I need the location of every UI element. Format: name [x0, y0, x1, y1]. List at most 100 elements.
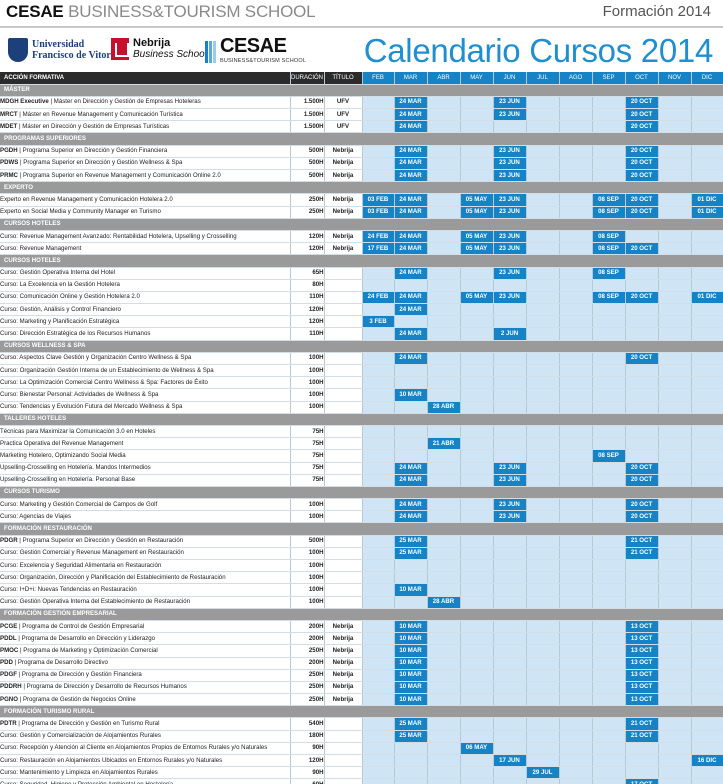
month-cell — [362, 693, 395, 707]
month-cell — [362, 352, 395, 366]
course-name: Programa de Marketing y Optimización Com… — [23, 646, 158, 654]
month-cell — [460, 108, 494, 122]
course-name: Programa de Control de Gestión Empresari… — [22, 622, 145, 630]
course-name: Máster en Dirección y Gestión de Empresa… — [53, 98, 201, 106]
course-row: Curso: Restauración en Alojamientos Ubic… — [0, 754, 723, 768]
month-header: JUL — [526, 72, 560, 85]
month-cell — [592, 315, 626, 329]
course-row: Curso: Organización, Dirección y Planifi… — [0, 571, 723, 585]
course-name-cell: Practica Operativa del Revenue Managemen… — [0, 437, 291, 451]
month-cell — [493, 717, 527, 731]
month-cell — [394, 401, 428, 414]
start-date-cell: 05 MAY — [460, 291, 494, 305]
titulo-cell — [324, 449, 363, 463]
course-name: Curso: Recepción y Atención al Cliente e… — [0, 744, 268, 752]
course-calendar-table: ACCIÓN FORMATIVA DURACIÓN TÍTULO FEB MAR… — [0, 72, 723, 784]
duration-cell: 250H — [290, 644, 325, 658]
month-cell — [460, 778, 494, 784]
month-cell — [592, 169, 626, 183]
month-cell — [691, 681, 723, 695]
month-cell — [460, 303, 494, 317]
course-name-cell: Curso: Comunicación Online y Gestión Hot… — [0, 291, 291, 305]
month-cell — [658, 291, 692, 305]
code-separator: | — [17, 695, 23, 703]
start-date-cell: 10 MAR — [394, 669, 428, 682]
month-cell — [394, 778, 428, 784]
start-date-cell: 05 MAY — [460, 242, 494, 256]
course-name-cell: Curso: Gestión Comercial y Revenue Manag… — [0, 547, 291, 561]
start-date-cell: 21 OCT — [625, 730, 659, 743]
month-cell — [526, 96, 560, 110]
month-cell — [691, 657, 723, 670]
course-code: PDD — [0, 659, 13, 667]
month-cell — [362, 632, 395, 646]
course-name-cell: Marketing Hotelero, Optimizando Social M… — [0, 449, 291, 463]
course-name: Curso: Marketing y Gestión Comercial de … — [0, 500, 158, 508]
month-cell — [658, 778, 692, 784]
month-cell — [526, 169, 560, 183]
month-cell — [691, 547, 723, 561]
month-cell — [394, 364, 428, 378]
start-date-cell: 24 MAR — [394, 327, 428, 341]
month-cell — [362, 157, 395, 171]
month-cell — [592, 717, 626, 731]
month-cell — [592, 96, 626, 110]
month-cell — [493, 425, 527, 439]
duration-cell: 75H — [290, 462, 325, 475]
start-date-cell: 24 MAR — [394, 230, 428, 244]
course-name-cell: Curso: La Optimización Comercial Centro … — [0, 376, 291, 390]
course-name: Programa Superior en Dirección y Gestión… — [22, 537, 184, 545]
start-date-cell: 24 MAR — [394, 145, 428, 158]
month-cell — [658, 388, 692, 402]
month-cell — [625, 303, 659, 317]
course-name-cell: Curso: Recepción y Atención al Cliente e… — [0, 742, 291, 756]
month-cell — [493, 583, 527, 597]
course-name: Programa de Gestión de Negocios Online — [22, 695, 136, 703]
month-cell — [493, 693, 527, 707]
start-date-cell: 10 MAR — [394, 632, 428, 646]
month-cell — [592, 596, 626, 609]
course-code: PDGR — [0, 537, 18, 545]
month-cell — [691, 449, 723, 463]
month-cell — [394, 766, 428, 780]
duration-cell: 500H — [290, 535, 325, 548]
month-cell — [526, 327, 560, 341]
start-date-cell: 24 MAR — [394, 108, 428, 122]
course-row: Curso: Marketing y Planificación Estraté… — [0, 315, 723, 329]
month-cell — [460, 96, 494, 110]
start-date-cell: 20 OCT — [625, 108, 659, 122]
duration-cell: 100H — [290, 401, 325, 414]
month-cell — [526, 364, 560, 378]
month-cell — [427, 315, 461, 329]
titulo-cell: Nebrija — [324, 157, 363, 171]
cesae-line2: BUSINESS&TOURISM SCHOOL — [220, 58, 307, 64]
duration-cell: 200H — [290, 620, 325, 634]
month-cell — [526, 242, 560, 256]
start-date-cell: 23 JUN — [493, 206, 527, 219]
month-cell — [691, 535, 723, 548]
course-name-cell: PGNO | Programa de Gestión de Negocios O… — [0, 693, 291, 707]
month-header: FEB — [362, 72, 395, 85]
month-cell — [460, 462, 494, 475]
course-name: Programa Superior en Dirección y Gestión… — [23, 159, 183, 167]
course-row: PMOC | Programa de Marketing y Optimizac… — [0, 644, 723, 658]
start-date-cell: 23 JUN — [493, 242, 527, 256]
course-name-cell: Curso: Revenue Management Avanzado: Rent… — [0, 230, 291, 244]
month-cell — [460, 730, 494, 743]
month-cell — [592, 535, 626, 548]
start-date-cell: 23 JUN — [493, 96, 527, 110]
month-header: AGO — [559, 72, 593, 85]
start-date-cell: 24 MAR — [394, 242, 428, 256]
month-cell — [691, 169, 723, 183]
start-date-cell: 08 SEP — [592, 230, 626, 244]
month-cell — [362, 547, 395, 561]
month-cell — [691, 583, 723, 597]
start-date-cell: 23 JUN — [493, 230, 527, 244]
start-date-cell: 23 JUN — [493, 462, 527, 475]
course-name: Curso: Gestión Operativa Interna del Est… — [0, 598, 191, 606]
month-cell — [427, 742, 461, 756]
month-header: NOV — [658, 72, 692, 85]
titulo-cell — [324, 730, 363, 743]
month-cell — [526, 596, 560, 609]
month-cell — [625, 766, 659, 780]
